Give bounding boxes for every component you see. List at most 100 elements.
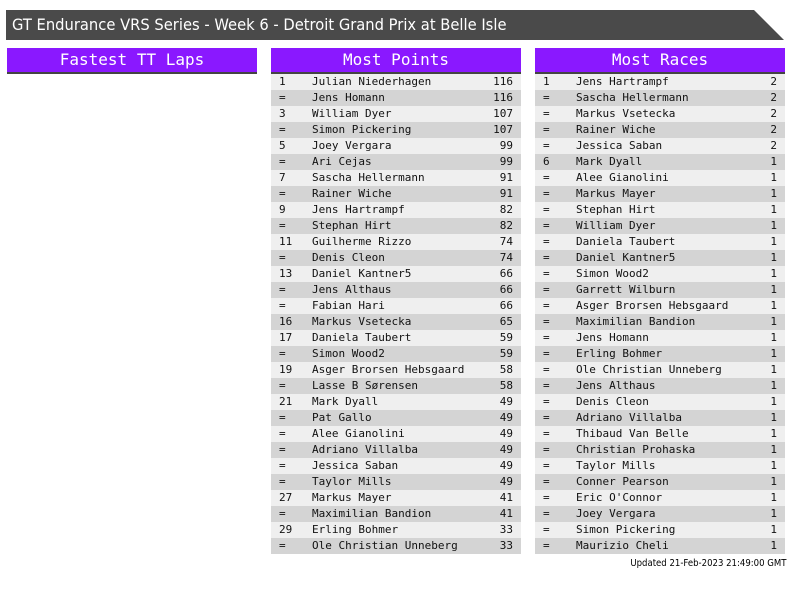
value: 1	[770, 523, 777, 536]
rank: 19	[279, 363, 293, 376]
name: Denis Cleon	[576, 395, 649, 408]
rank: 13	[279, 267, 293, 280]
name: Daniel Kantner5	[312, 267, 412, 280]
value: 1	[770, 363, 777, 376]
rank: =	[543, 267, 550, 280]
rank: =	[279, 347, 286, 360]
table-row: 7 Sascha Hellermann 91	[271, 170, 521, 186]
rank: =	[543, 123, 550, 136]
value: 1	[770, 219, 777, 232]
value: 107	[493, 107, 513, 120]
value: 49	[499, 459, 513, 472]
value: 1	[770, 395, 777, 408]
table-row: 3 William Dyer 107	[271, 106, 521, 122]
name: Alee Gianolini	[312, 427, 405, 440]
table-row: = Daniel Kantner5 1	[535, 250, 785, 266]
value: 1	[770, 443, 777, 456]
name: Simon Pickering	[576, 523, 676, 536]
table-row: 13 Daniel Kantner5 66	[271, 266, 521, 282]
value: 65	[499, 315, 513, 328]
value: 1	[770, 299, 777, 312]
name: Ole Christian Unneberg	[576, 363, 722, 376]
name: Alee Gianolini	[576, 171, 669, 184]
rank: =	[279, 219, 286, 232]
value: 1	[770, 267, 777, 280]
value: 41	[499, 507, 513, 520]
table-row: = Adriano Villalba 49	[271, 442, 521, 458]
value: 2	[770, 107, 777, 120]
rank: =	[279, 155, 286, 168]
value: 99	[499, 139, 513, 152]
table-row: 27 Markus Mayer 41	[271, 490, 521, 506]
table-row: 11 Guilherme Rizzo 74	[271, 234, 521, 250]
value: 59	[499, 347, 513, 360]
rank: =	[543, 107, 550, 120]
table-row: = Garrett Wilburn 1	[535, 282, 785, 298]
value: 1	[770, 283, 777, 296]
name: Simon Pickering	[312, 123, 412, 136]
table-row: = Maurizio Cheli 1	[535, 538, 785, 554]
name: Joey Vergara	[312, 139, 392, 152]
rank: =	[543, 203, 550, 216]
rank: 1	[543, 75, 550, 88]
name: Taylor Mills	[576, 459, 656, 472]
name: Jens Homann	[576, 331, 649, 344]
table-row: 6 Mark Dyall 1	[535, 154, 785, 170]
table-row: 29 Erling Bohmer 33	[271, 522, 521, 538]
value: 58	[499, 379, 513, 392]
name: Denis Cleon	[312, 251, 385, 264]
rank: 11	[279, 235, 293, 248]
table-row: 19 Asger Brorsen Hebsgaard 58	[271, 362, 521, 378]
table-row: 16 Markus Vsetecka 65	[271, 314, 521, 330]
table-row: = Denis Cleon 1	[535, 394, 785, 410]
rank: =	[543, 219, 550, 232]
rank: =	[543, 139, 550, 152]
table-row: = Maximilian Bandion 41	[271, 506, 521, 522]
value: 1	[770, 331, 777, 344]
name: Sascha Hellermann	[576, 91, 689, 104]
name: Rainer Wiche	[312, 187, 392, 200]
table-row: = Stephan Hirt 1	[535, 202, 785, 218]
value: 33	[499, 523, 513, 536]
table-row: 5 Joey Vergara 99	[271, 138, 521, 154]
value: 49	[499, 427, 513, 440]
name: Jens Althaus	[576, 379, 656, 392]
rank: =	[543, 331, 550, 344]
value: 1	[770, 315, 777, 328]
name: Sascha Hellermann	[312, 171, 425, 184]
value: 59	[499, 331, 513, 344]
name: Jens Homann	[312, 91, 385, 104]
table-row: = Lasse B Sørensen 58	[271, 378, 521, 394]
rank: =	[279, 411, 286, 424]
rank: =	[543, 251, 550, 264]
rank: =	[279, 427, 286, 440]
rank: =	[279, 187, 286, 200]
table-row: = Simon Pickering 107	[271, 122, 521, 138]
table-row: = Jens Althaus 1	[535, 378, 785, 394]
rank: 3	[279, 107, 286, 120]
name: Joey Vergara	[576, 507, 656, 520]
value: 49	[499, 475, 513, 488]
rank: 16	[279, 315, 293, 328]
table-row: = Simon Wood2 1	[535, 266, 785, 282]
value: 1	[770, 459, 777, 472]
rank: 21	[279, 395, 293, 408]
name: Stephan Hirt	[312, 219, 392, 232]
name: Jens Hartrampf	[576, 75, 669, 88]
rank: 9	[279, 203, 286, 216]
value: 1	[770, 187, 777, 200]
rank: =	[279, 91, 286, 104]
name: Mark Dyall	[576, 155, 643, 168]
value: 66	[499, 283, 513, 296]
rank: =	[543, 411, 550, 424]
name: Asger Brorsen Hebsgaard	[576, 299, 729, 312]
value: 1	[770, 235, 777, 248]
name: Simon Wood2	[576, 267, 649, 280]
rank: 7	[279, 171, 286, 184]
table-row: = Thibaud Van Belle 1	[535, 426, 785, 442]
name: Maximilian Bandion	[576, 315, 696, 328]
table-row: = Simon Pickering 1	[535, 522, 785, 538]
name: Markus Vsetecka	[312, 315, 412, 328]
rank: =	[543, 507, 550, 520]
rank: =	[543, 539, 550, 552]
